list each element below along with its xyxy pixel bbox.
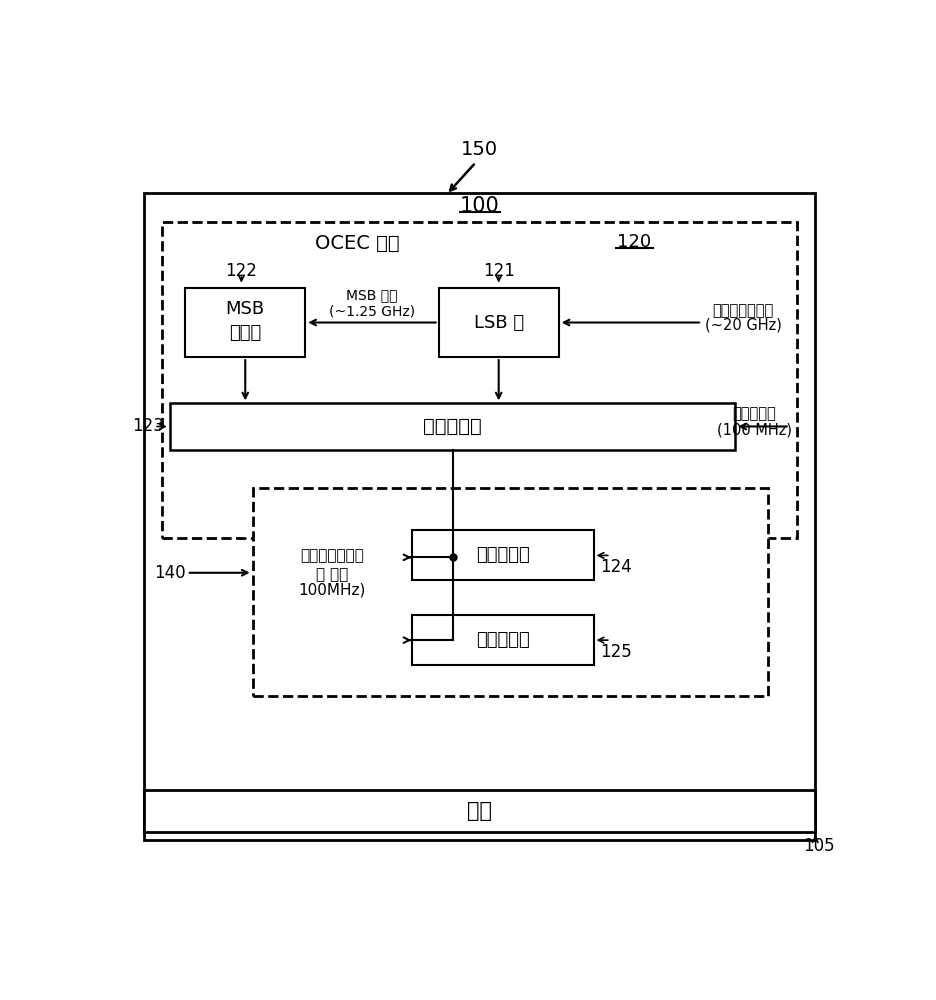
- Bar: [144, 193, 815, 840]
- Text: 140: 140: [154, 564, 185, 582]
- Bar: [162, 222, 797, 538]
- Text: 序列器时钟: 序列器时钟: [732, 407, 776, 422]
- Text: 120: 120: [617, 233, 651, 251]
- Text: 123: 123: [132, 417, 164, 435]
- Text: MSB: MSB: [226, 300, 265, 318]
- Text: 计数器: 计数器: [229, 324, 261, 342]
- Text: 105: 105: [803, 837, 835, 855]
- Bar: [439, 288, 559, 357]
- Text: 150: 150: [461, 140, 498, 159]
- Text: 线性度测量: 线性度测量: [475, 631, 530, 649]
- Text: 121: 121: [483, 262, 515, 280]
- Bar: [253, 488, 768, 696]
- Text: 衬底: 衬底: [467, 801, 492, 821]
- Text: 122: 122: [226, 262, 257, 280]
- Bar: [412, 530, 593, 580]
- Text: 124: 124: [600, 558, 632, 576]
- Text: 100: 100: [460, 196, 500, 216]
- Bar: [185, 288, 305, 357]
- Text: 频率监测器: 频率监测器: [475, 546, 530, 564]
- Text: （ 除以: （ 除以: [316, 567, 348, 582]
- Text: LSB 环: LSB 环: [474, 314, 524, 332]
- Text: 100MHz): 100MHz): [299, 582, 366, 597]
- Text: 125: 125: [600, 643, 632, 661]
- Text: 估计的时钟频率: 估计的时钟频率: [300, 548, 364, 563]
- Text: (~20 GHz): (~20 GHz): [705, 317, 782, 332]
- Text: 合成器输出时钟: 合成器输出时钟: [712, 303, 774, 318]
- Text: (100 MHz): (100 MHz): [717, 422, 792, 437]
- Text: MSB 时钟
(~1.25 GHz): MSB 时钟 (~1.25 GHz): [329, 288, 415, 318]
- Text: 频率估计器: 频率估计器: [423, 417, 482, 436]
- Bar: [169, 403, 736, 450]
- Text: OCEC 模块: OCEC 模块: [314, 234, 400, 253]
- Bar: [412, 615, 593, 665]
- Bar: [144, 790, 815, 832]
